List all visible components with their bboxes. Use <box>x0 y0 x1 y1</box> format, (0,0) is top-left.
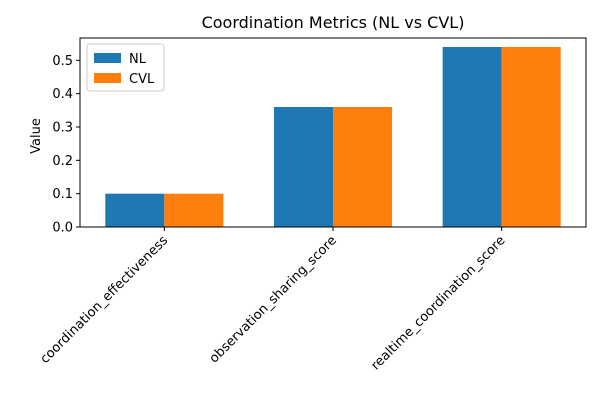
plot-area <box>79 37 587 228</box>
y-tick-label: 0.1 <box>52 187 73 202</box>
legend-swatch-nl <box>94 53 121 63</box>
x-tick-label: coordination_effectiveness <box>38 233 172 367</box>
x-tick-label: realtime_coordination_score <box>368 233 508 373</box>
legend: NL CVL <box>86 43 165 92</box>
bar-cvl-0 <box>164 193 224 227</box>
legend-label-cvl: CVL <box>129 72 155 87</box>
y-tick-label: 0.5 <box>52 54 73 69</box>
x-axis: coordination_effectiveness observation_sh… <box>38 227 508 373</box>
y-axis: 0.0 0.1 0.2 0.3 0.4 0.5 <box>52 54 80 236</box>
bar-cvl-1 <box>333 107 393 227</box>
y-tick-label: 0.4 <box>52 87 73 102</box>
y-axis-label: Value <box>29 118 44 154</box>
y-tick-label: 0.2 <box>52 154 73 169</box>
legend-label-nl: NL <box>129 52 147 67</box>
bar-nl-1 <box>273 107 333 227</box>
bar-nl-0 <box>105 193 165 227</box>
bar-nl-2 <box>442 47 502 227</box>
bar-cvl-2 <box>501 47 561 227</box>
legend-swatch-cvl <box>94 73 121 83</box>
chart-title: Coordination Metrics (NL vs CVL) <box>202 13 465 32</box>
y-tick-label: 0.3 <box>52 121 73 136</box>
y-tick-label: 0.0 <box>52 221 73 236</box>
x-tick-label: observation_sharing_score <box>207 233 340 366</box>
